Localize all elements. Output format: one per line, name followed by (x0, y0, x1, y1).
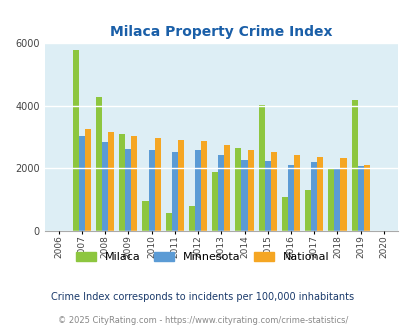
Bar (363, 165, 369, 231)
Bar (165, 213, 171, 231)
Bar (194, 150, 200, 231)
Bar (293, 154, 299, 231)
Bar (316, 157, 322, 231)
Bar (224, 146, 230, 231)
Text: Crime Index corresponds to incidents per 100,000 inhabitants: Crime Index corresponds to incidents per… (51, 292, 354, 302)
Bar (72, 50, 79, 231)
Bar (258, 105, 264, 231)
Bar (305, 190, 311, 231)
Bar (328, 168, 334, 231)
Bar (171, 152, 177, 231)
Bar (218, 155, 224, 231)
Bar (351, 100, 357, 231)
Bar (357, 166, 363, 231)
Bar (241, 160, 247, 231)
Bar (85, 129, 91, 231)
Bar (96, 97, 102, 231)
Bar (334, 168, 340, 231)
Text: © 2025 CityRating.com - https://www.cityrating.com/crime-statistics/: © 2025 CityRating.com - https://www.city… (58, 315, 347, 325)
Bar (177, 140, 183, 231)
Bar (247, 150, 253, 231)
Bar (119, 134, 125, 231)
Bar (102, 142, 108, 231)
Bar (142, 201, 148, 231)
Bar (125, 149, 131, 231)
Bar (131, 136, 137, 231)
Bar (264, 161, 270, 231)
Bar (311, 162, 316, 231)
Bar (270, 152, 276, 231)
Bar (212, 172, 218, 231)
Bar (188, 206, 194, 231)
Bar (281, 197, 287, 231)
Bar (154, 138, 160, 231)
Bar (108, 132, 114, 231)
Bar (287, 165, 293, 231)
Title: Milaca Property Crime Index: Milaca Property Crime Index (110, 25, 332, 39)
Bar (148, 150, 154, 231)
Bar (340, 158, 346, 231)
Bar (79, 136, 85, 231)
Legend: Milaca, Minnesota, National: Milaca, Minnesota, National (72, 248, 333, 267)
Bar (200, 141, 207, 231)
Bar (235, 148, 241, 231)
